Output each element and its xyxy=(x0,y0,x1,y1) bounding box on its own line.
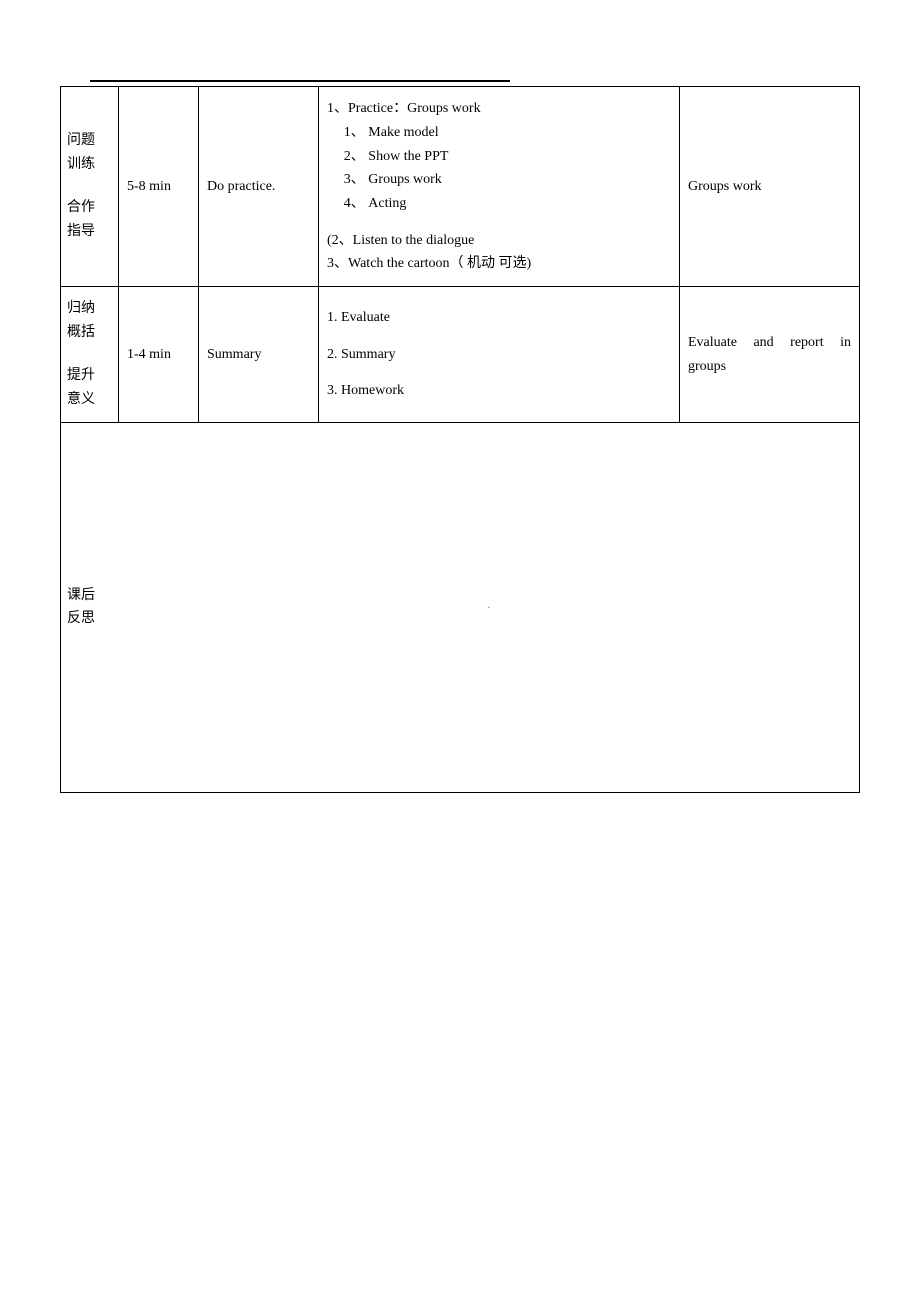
table-row: 问题 训练 合作 指导 5-8 min Do practice. 1、Pract… xyxy=(61,87,860,287)
label-text: 问题 xyxy=(67,129,112,153)
notes-text: Groups work xyxy=(688,179,762,194)
time-cell: 1-4 min xyxy=(119,287,199,423)
label-gap xyxy=(67,177,112,197)
notes-cell: Groups work xyxy=(680,87,860,287)
table-row: 课后 反思 · xyxy=(61,422,860,792)
label-text: 指导 xyxy=(67,220,112,244)
content-cell: 1、Practice：Groups work 1、 Make model 2、 … xyxy=(319,87,680,287)
activity-text: Summary xyxy=(207,347,261,362)
content-line: 2、 Show the PPT xyxy=(327,145,671,169)
label-text: 课后 xyxy=(67,584,113,608)
content-line: 1、Practice：Groups work xyxy=(327,97,671,121)
label-text: 合作 xyxy=(67,196,112,220)
notes-cell: Evaluate and report in groups xyxy=(680,287,860,423)
label-text: 提升 xyxy=(67,364,112,388)
lesson-plan-table: 问题 训练 合作 指导 5-8 min Do practice. 1、Pract… xyxy=(60,86,860,793)
content-gap xyxy=(327,216,671,229)
content-line: 1. Evaluate xyxy=(327,306,671,330)
content-cell: 1. Evaluate 2. Summary 3. Homework xyxy=(319,287,680,423)
content-line: 3. Homework xyxy=(327,379,671,403)
label-text: 反思 xyxy=(67,607,113,631)
activity-cell: Do practice. xyxy=(199,87,319,287)
content-line: (2、Listen to the dialogue xyxy=(327,229,671,253)
activity-cell: Summary xyxy=(199,287,319,423)
label-text: 概括 xyxy=(67,321,112,345)
content-line: 4、 Acting xyxy=(327,192,671,216)
content-line: 1、 Make model xyxy=(327,121,671,145)
content-gap xyxy=(327,330,671,343)
time-text: 1-4 min xyxy=(127,347,171,362)
reflection-cell: · xyxy=(119,422,860,792)
row-label-cell: 问题 训练 合作 指导 xyxy=(61,87,119,287)
placeholder-dot: · xyxy=(487,600,491,614)
notes-text: Evaluate and report in groups xyxy=(688,335,851,374)
label-text: 训练 xyxy=(67,153,112,177)
activity-text: Do practice. xyxy=(207,179,275,194)
label-text: 归纳 xyxy=(67,297,112,321)
row-label-cell: 课后 反思 xyxy=(61,422,119,792)
label-gap xyxy=(67,345,112,365)
time-cell: 5-8 min xyxy=(119,87,199,287)
content-line: 3、 Groups work xyxy=(327,168,671,192)
content-line: 2. Summary xyxy=(327,343,671,367)
row-label-cell: 归纳 概括 提升 意义 xyxy=(61,287,119,423)
content-gap xyxy=(327,366,671,379)
content-line: 3、Watch the cartoon（ 机动 可选) xyxy=(327,252,671,276)
top-horizontal-rule xyxy=(90,80,510,82)
label-text: 意义 xyxy=(67,388,112,412)
table-row: 归纳 概括 提升 意义 1-4 min Summary 1. Evaluate … xyxy=(61,287,860,423)
time-text: 5-8 min xyxy=(127,179,171,194)
